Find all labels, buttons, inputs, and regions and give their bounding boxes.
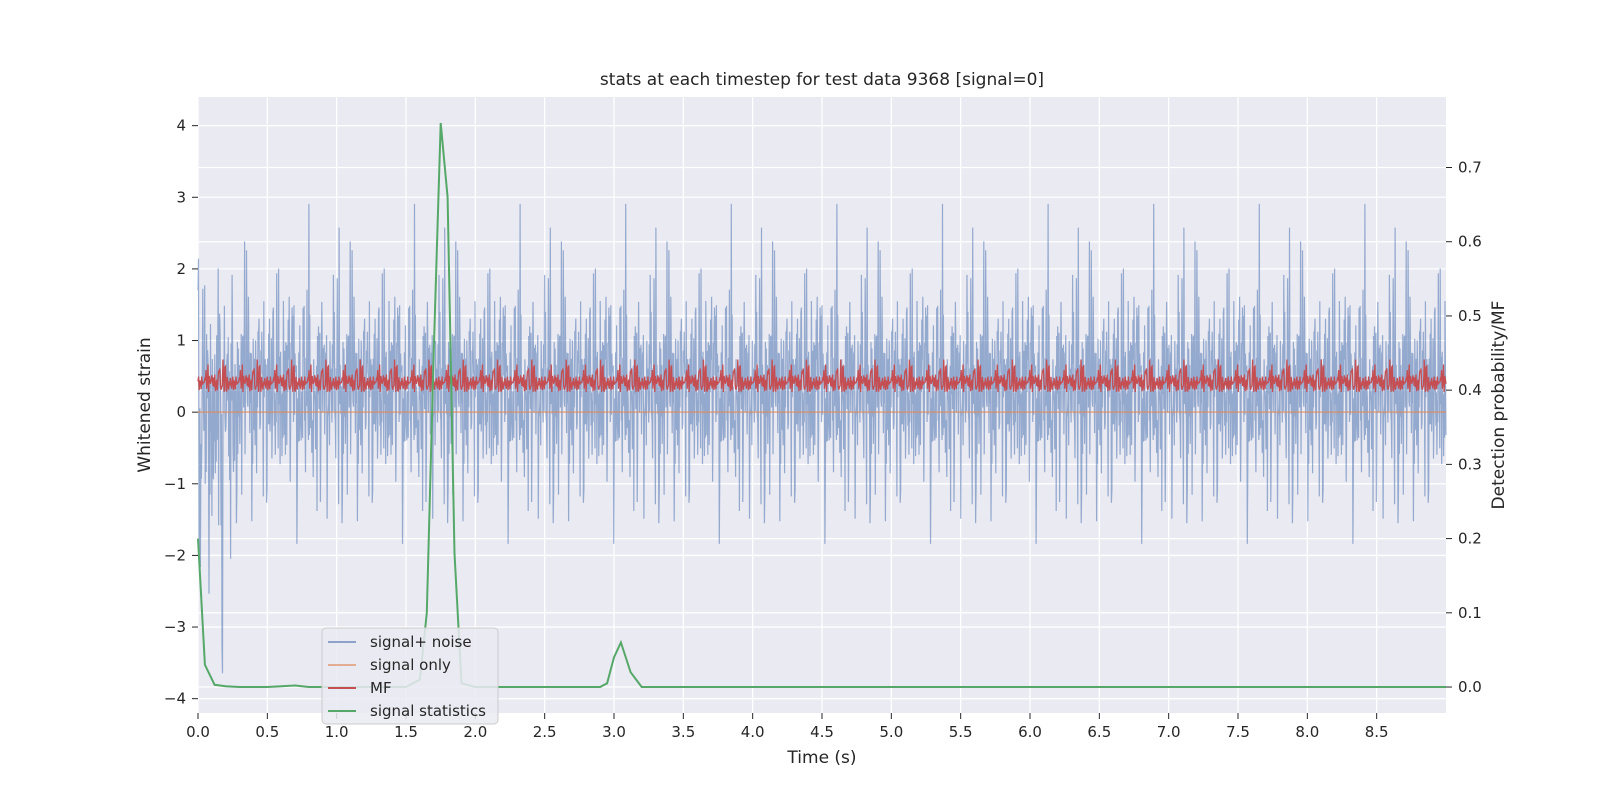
chart-title: stats at each timestep for test data 936… [600,70,1044,90]
x-tick-label: 6.0 [1018,723,1042,741]
legend-label: signal+ noise [370,633,472,651]
y-tick-label: −1 [164,475,186,493]
legend-label: MF [370,679,392,697]
y2-tick-label: 0.1 [1458,604,1482,622]
x-tick-label: 8.5 [1365,723,1389,741]
y-tick-label: 2 [176,260,186,278]
x-tick-label: 4.0 [741,723,765,741]
x-tick-label: 3.0 [602,723,626,741]
x-tick-label: 1.5 [394,723,418,741]
series-layer [197,122,1447,688]
y-tick-label: 4 [176,117,186,135]
x-tick-label: 0.0 [186,723,210,741]
y2-tick-label: 0.4 [1458,381,1482,399]
legend-box [321,627,499,725]
x-tick-label: 7.5 [1226,723,1250,741]
y-tick-label: 3 [176,188,186,206]
legend: signal+ noise signal only MF signal statist… [321,627,499,725]
y2-axis-label: Detection probability/MF [1489,301,1509,510]
x-axis-label: Time (s) [786,748,856,768]
x-tick-label: 0.5 [255,723,279,741]
x-tick-label: 2.5 [533,723,557,741]
y2-tick-label: 0.0 [1458,678,1482,696]
y-tick-label: −3 [164,618,186,636]
y-axis-label: Whitened strain [135,337,155,472]
y-tick-label: −2 [164,546,186,564]
y2-tick-label: 0.5 [1458,307,1482,325]
y-axis-right: 0.7 0.6 0.5 0.4 0.3 0.2 0.1 0.0 [1446,159,1482,696]
y2-tick-label: 0.2 [1458,530,1482,548]
legend-label: signal statistics [370,702,486,720]
x-axis: 0.0 0.5 1.0 1.5 2.0 2.5 3.0 3.5 4.0 4.5 5.0 5.5 6.0 6… [186,713,1389,741]
y-tick-label: −4 [164,690,186,708]
x-tick-label: 2.0 [463,723,487,741]
x-tick-label: 5.0 [879,723,903,741]
y2-tick-label: 0.3 [1458,455,1482,473]
x-tick-label: 6.5 [1087,723,1111,741]
y2-tick-label: 0.6 [1458,233,1482,251]
y-tick-label: 1 [176,332,186,350]
y-axis-left: 4 3 2 1 0 −1 −2 −3 −4 [164,117,198,708]
x-tick-label: 5.5 [949,723,973,741]
x-tick-label: 7.0 [1157,723,1181,741]
x-tick-label: 4.5 [810,723,834,741]
y-tick-label: 0 [176,403,186,421]
x-tick-label: 8.0 [1295,723,1319,741]
series-mf-line [197,359,1447,393]
x-tick-label: 3.5 [671,723,695,741]
legend-label: signal only [370,656,451,674]
y2-tick-label: 0.7 [1458,159,1482,177]
x-tick-label: 1.0 [325,723,349,741]
